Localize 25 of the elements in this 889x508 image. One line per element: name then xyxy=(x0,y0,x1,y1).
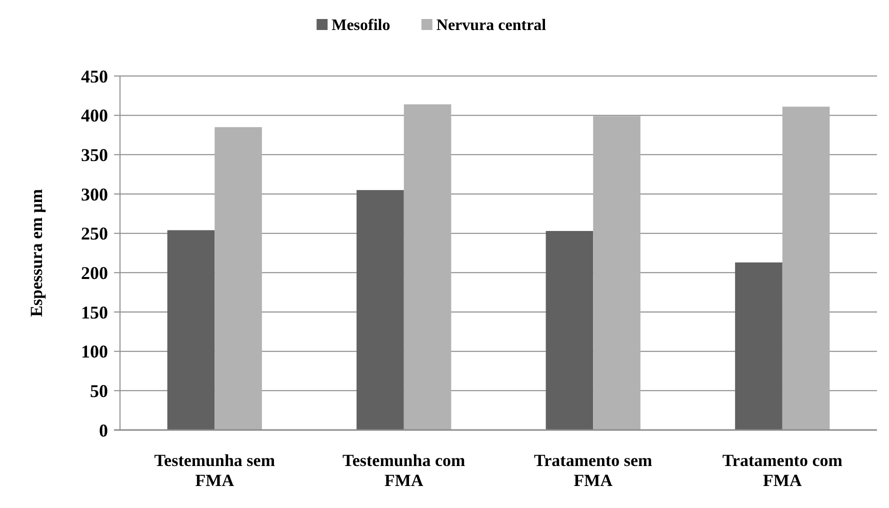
y-tick-label: 200 xyxy=(81,262,108,283)
x-tick-label: Testemunha com FMA xyxy=(342,451,466,490)
bar xyxy=(404,104,452,430)
bar xyxy=(593,116,640,430)
x-tick-label: Tratamento com FMA xyxy=(722,451,842,490)
x-tick-label: Testemunha sem FMA xyxy=(154,451,275,490)
bar xyxy=(735,262,782,430)
bar xyxy=(782,106,830,430)
y-tick-label: 0 xyxy=(99,420,108,440)
bar xyxy=(167,230,215,430)
legend-label: Mesofilo xyxy=(332,17,390,34)
bar xyxy=(546,230,594,430)
x-tick-label: Tratamento sem FMA xyxy=(534,451,652,490)
y-tick-label: 300 xyxy=(81,184,108,204)
y-tick-label: 250 xyxy=(81,224,108,244)
bar xyxy=(214,127,262,430)
legend-label: Nervura central xyxy=(436,17,547,34)
y-tick-label: 400 xyxy=(81,106,108,126)
y-tick-label: 50 xyxy=(90,380,108,401)
y-tick-label: 100 xyxy=(81,342,108,362)
y-tick-label: 150 xyxy=(81,302,108,322)
y-axis-title: Espessura em µm xyxy=(27,189,46,317)
bar xyxy=(356,190,404,430)
y-tick-label: 350 xyxy=(81,144,108,165)
y-tick-label: 450 xyxy=(81,66,108,86)
